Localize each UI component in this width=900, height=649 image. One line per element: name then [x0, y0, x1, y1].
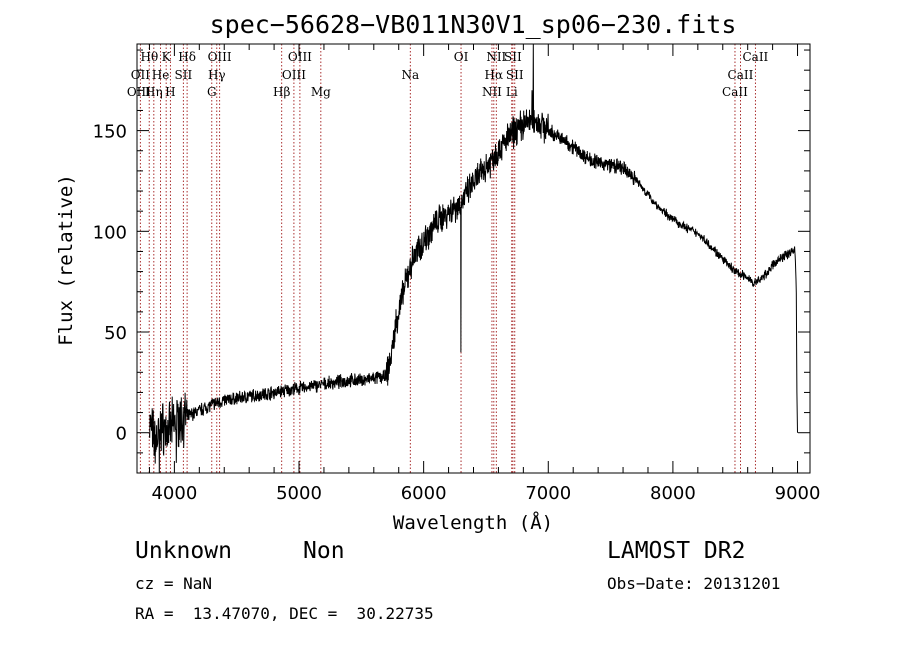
- y-axis-label: Flux (relative): [55, 174, 77, 346]
- redshift-cz: cz = NaN: [135, 574, 213, 593]
- line-label: NII: [486, 50, 506, 64]
- line-label: Na: [401, 68, 419, 82]
- object-subclass: Non: [303, 538, 345, 564]
- y-tick-label: 100: [93, 222, 127, 243]
- line-label: SII: [175, 68, 193, 82]
- line-label: He: [152, 68, 170, 82]
- y-tick-label: 150: [93, 122, 127, 143]
- x-tick-label: 6000: [401, 483, 447, 504]
- line-label: NII: [482, 85, 502, 99]
- line-label: Hη: [145, 85, 163, 99]
- chart-title: spec−56628−VB011N30V1_sp06−230.fits: [210, 10, 737, 39]
- line-label: OIII: [127, 85, 151, 99]
- x-tick-label: 7000: [525, 483, 571, 504]
- x-tick-label: 4000: [151, 483, 197, 504]
- line-label: OIII: [288, 50, 312, 64]
- line-label: K: [162, 50, 172, 64]
- y-axis-ticks: 0 50 100 150: [93, 49, 810, 474]
- line-label: SII: [504, 50, 522, 64]
- line-label: Hθ: [140, 50, 158, 64]
- x-tick-label: 9000: [775, 483, 821, 504]
- line-label: H: [165, 85, 175, 99]
- line-label: G: [207, 85, 217, 99]
- plot-frame: [136, 43, 811, 474]
- coordinates: RA = 13.47070, DEC = 30.22735: [135, 604, 434, 623]
- line-label: Li: [506, 85, 518, 99]
- x-tick-label: 5000: [276, 483, 322, 504]
- line-label: SII: [506, 68, 524, 82]
- line-label: Hγ: [208, 68, 226, 82]
- line-label: Hδ: [178, 50, 196, 64]
- line-label: Mg: [311, 85, 331, 99]
- line-label: Hβ: [273, 85, 290, 99]
- line-label: OII: [131, 68, 151, 82]
- line-label: Hα: [485, 68, 504, 82]
- line-label: OIII: [208, 50, 232, 64]
- line-label: CaII: [742, 50, 768, 64]
- observation-date: Obs−Date: 20131201: [607, 574, 781, 593]
- line-label: CaII: [728, 68, 754, 82]
- y-tick-label: 50: [104, 323, 127, 344]
- x-tick-label: 8000: [650, 483, 696, 504]
- survey-name: LAMOST DR2: [607, 538, 746, 564]
- y-tick-label: 0: [116, 424, 127, 445]
- line-label: CaII: [722, 85, 748, 99]
- x-axis-ticks: 4000 5000 6000 7000 8000 9000: [148, 44, 821, 504]
- line-label: OIII: [282, 68, 306, 82]
- x-axis-label: Wavelength (Å): [393, 511, 553, 534]
- emission-line-markers: [139, 44, 756, 473]
- object-class: Unknown: [135, 538, 232, 564]
- spectrum-line: [149, 43, 798, 474]
- line-label: OI: [454, 50, 469, 64]
